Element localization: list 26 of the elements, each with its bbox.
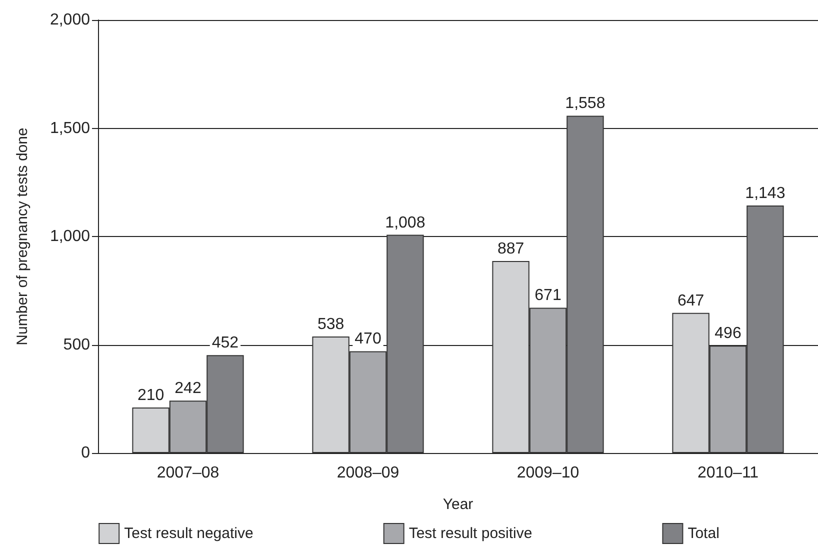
x-tick-label: 2008–09 (336, 464, 400, 482)
x-tick-label: 2010–11 (697, 464, 759, 482)
y-tick-label: 1,500 (50, 120, 90, 137)
x-axis-title: Year (442, 496, 474, 513)
data-label: 1,558 (565, 95, 606, 112)
data-label: 242 (174, 380, 202, 398)
data-label: 1,143 (745, 185, 786, 202)
legend-label: Test result negative (124, 525, 254, 542)
y-tick-label: 2,000 (50, 12, 90, 28)
data-label: 1,008 (385, 214, 426, 232)
y-tick-label: 1,000 (50, 228, 90, 245)
data-label: 470 (354, 330, 382, 348)
legend-label: Test result positive (408, 525, 532, 542)
data-label: 452 (212, 334, 239, 352)
x-tick-label: 2009–10 (516, 464, 580, 482)
y-tick-label: 0 (81, 444, 90, 462)
data-label: 887 (497, 240, 524, 258)
data-label: 538 (317, 316, 344, 334)
y-tick-label: 500 (63, 336, 90, 354)
x-tick-label: 2007–08 (156, 464, 220, 482)
data-label: 210 (137, 387, 164, 404)
legend-label: Total (688, 525, 720, 542)
data-label: 671 (534, 287, 562, 304)
data-label: 496 (714, 325, 742, 342)
data-label: 647 (677, 292, 704, 310)
y-axis-title: Number of pregnancy tests done (14, 128, 31, 346)
